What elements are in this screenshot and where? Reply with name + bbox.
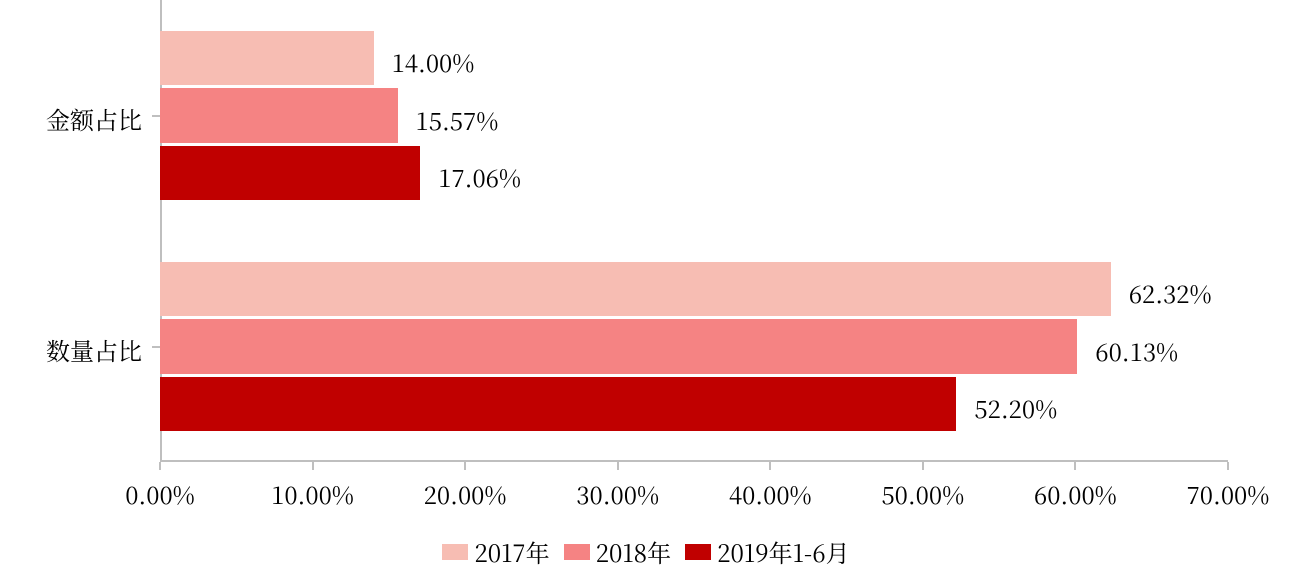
legend-swatch-icon — [685, 544, 711, 560]
x-tick-mark — [922, 462, 924, 470]
y-tick-mark — [152, 115, 160, 117]
legend-label: 2019年1-6月 — [717, 534, 850, 569]
x-tick-label: 50.00% — [881, 476, 964, 511]
legend-swatch-icon — [442, 544, 468, 560]
bar-count-s2017 — [160, 262, 1111, 316]
x-tick-label: 10.00% — [271, 476, 354, 511]
legend-item-s2019: 2019年1-6月 — [685, 534, 850, 569]
x-tick-mark — [1074, 462, 1076, 470]
bar-count-s2018 — [160, 319, 1077, 373]
x-tick-mark — [312, 462, 314, 470]
bar-value-label: 60.13% — [1095, 333, 1178, 368]
bar-value-label: 14.00% — [392, 44, 475, 79]
chart-root: 14.00% 15.57% 17.06% 62.32% 60.13% 52.20% 0.00… — [0, 0, 1292, 571]
x-tick-label: 70.00% — [1187, 476, 1270, 511]
legend-swatch-icon — [564, 544, 590, 560]
x-tick-mark — [464, 462, 466, 470]
legend-label: 2017年 — [474, 534, 549, 569]
x-axis-line — [160, 460, 1228, 462]
category-label: 金额占比 — [46, 101, 142, 136]
bar-value-label: 52.20% — [974, 390, 1057, 425]
legend-item-s2018: 2018年 — [564, 534, 671, 569]
x-tick-mark — [769, 462, 771, 470]
x-tick-label: 0.00% — [125, 476, 195, 511]
x-tick-label: 30.00% — [576, 476, 659, 511]
bar-value-label: 15.57% — [416, 102, 499, 137]
plot-area: 14.00% 15.57% 17.06% 62.32% 60.13% 52.20% — [160, 0, 1228, 462]
x-tick-label: 20.00% — [424, 476, 507, 511]
legend-item-s2017: 2017年 — [442, 534, 549, 569]
x-tick-mark — [159, 462, 161, 470]
bar-count-s2019 — [160, 377, 956, 431]
x-tick-label: 40.00% — [729, 476, 812, 511]
bar-amount-s2019 — [160, 146, 420, 200]
x-tick-mark — [617, 462, 619, 470]
legend-label: 2018年 — [596, 534, 671, 569]
bar-value-label: 17.06% — [438, 159, 521, 194]
bar-amount-s2018 — [160, 88, 398, 142]
x-tick-mark — [1227, 462, 1229, 470]
x-tick-label: 60.00% — [1034, 476, 1117, 511]
legend: 2017年 2018年 2019年1-6月 — [0, 534, 1292, 569]
y-tick-mark — [152, 346, 160, 348]
category-label: 数量占比 — [46, 332, 142, 367]
bar-amount-s2017 — [160, 31, 374, 85]
bar-value-label: 62.32% — [1129, 275, 1212, 310]
